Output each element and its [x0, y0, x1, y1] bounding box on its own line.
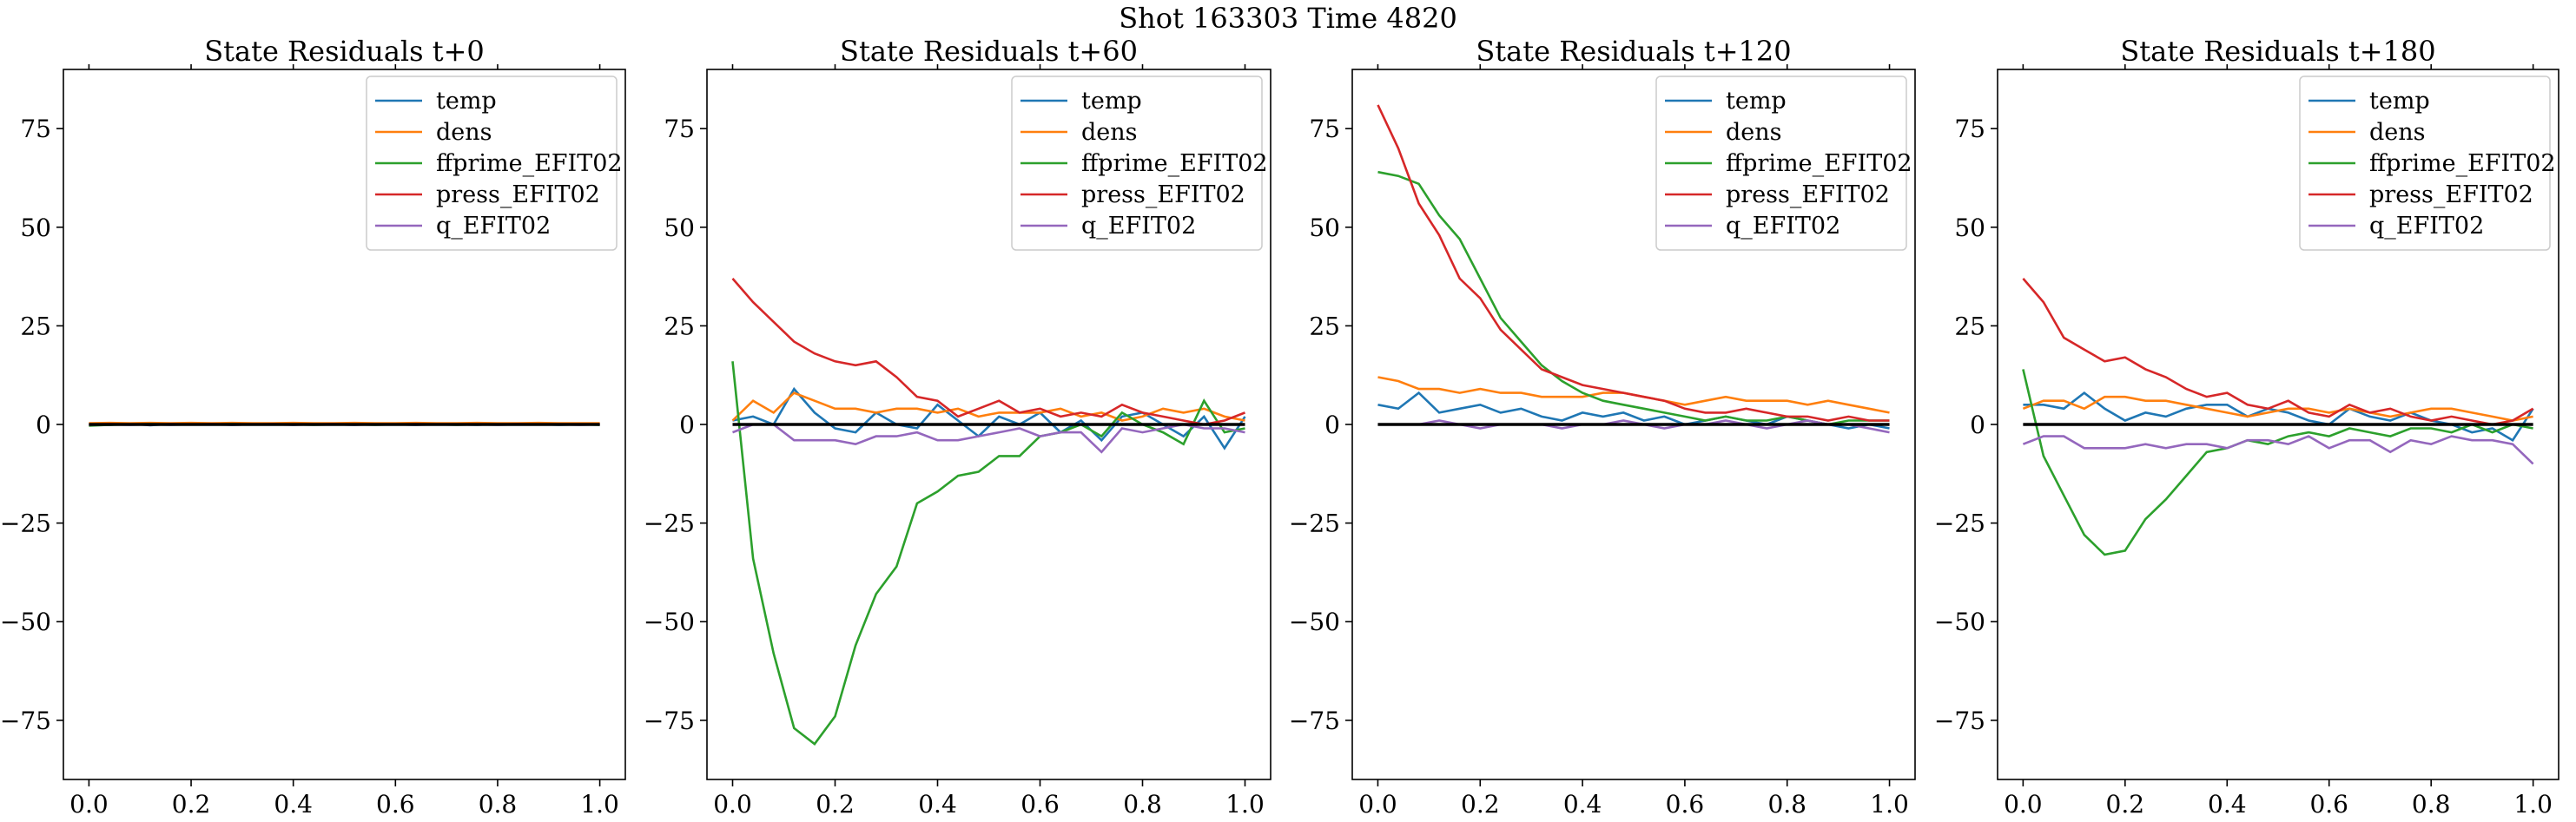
- x-tick-label: 0.2: [2106, 790, 2145, 819]
- legend-label-dens: dens: [2369, 119, 2426, 146]
- series-line-press_EFIT02: [2023, 279, 2533, 424]
- x-tick-label: 0.4: [1563, 790, 1602, 819]
- legend-label-press_EFIT02: press_EFIT02: [436, 181, 600, 208]
- x-tick-label: 1.0: [580, 790, 619, 819]
- x-tick-label: 0.0: [713, 790, 752, 819]
- x-tick-label: 0.6: [2309, 790, 2348, 819]
- y-tick-label: 50: [1309, 214, 1340, 242]
- y-tick-label: 50: [1954, 214, 1985, 242]
- series-line-q_EFIT02: [1378, 421, 1890, 433]
- x-tick-label: 0.6: [376, 790, 415, 819]
- x-tick-label: 0.2: [1461, 790, 1500, 819]
- x-tick-label: 0.6: [1666, 790, 1705, 819]
- subplot-title: State Residuals t+60: [840, 35, 1138, 68]
- y-tick-label: 0: [679, 411, 695, 439]
- legend: temp dens ffprime_EFIT02 press_EFIT02 q_EFIT…: [1012, 76, 1268, 250]
- series-line-ffprime_EFIT02: [733, 361, 1245, 744]
- legend-label-q_EFIT02: q_EFIT02: [436, 213, 551, 240]
- y-tick-label: −75: [0, 707, 51, 735]
- legend-label-ffprime_EFIT02: ffprime_EFIT02: [436, 150, 623, 177]
- y-tick-label: −75: [644, 707, 695, 735]
- legend-label-dens: dens: [1081, 119, 1138, 146]
- figure-title: Shot 163303 Time 4820: [0, 2, 2576, 35]
- y-tick-label: 0: [1970, 411, 1985, 439]
- x-tick-label: 0.0: [2004, 790, 2043, 819]
- x-tick-label: 1.0: [1225, 790, 1265, 819]
- y-tick-label: 0: [1324, 411, 1340, 439]
- y-tick-label: 50: [664, 214, 695, 242]
- series-line-press_EFIT02: [733, 279, 1245, 424]
- y-tick-label: 25: [664, 312, 695, 340]
- y-tick-label: −75: [1934, 707, 1985, 735]
- legend-label-temp: temp: [1726, 88, 1787, 115]
- legend-label-q_EFIT02: q_EFIT02: [1726, 213, 1840, 240]
- x-tick-label: 0.2: [172, 790, 211, 819]
- y-tick-label: −50: [1934, 608, 1985, 636]
- y-tick-label: −50: [1289, 608, 1340, 636]
- subplot-title: State Residuals t+120: [1476, 35, 1791, 68]
- subplot-title: State Residuals t+180: [2120, 35, 2435, 68]
- y-tick-label: 25: [20, 312, 51, 340]
- legend-label-press_EFIT02: press_EFIT02: [1081, 181, 1245, 208]
- legend-label-temp: temp: [2369, 88, 2430, 115]
- legend-label-dens: dens: [1726, 119, 1782, 146]
- subplot-0: State Residuals t+0 0.0 0.2 0.4 0.6 0.8 1.0 −75…: [0, 35, 625, 819]
- legend-label-temp: temp: [1081, 88, 1142, 115]
- legend-label-ffprime_EFIT02: ffprime_EFIT02: [1081, 150, 1268, 177]
- subplot-3: State Residuals t+180 0.0 0.2 0.4 0.6 0.8 1.0 −…: [1934, 35, 2559, 819]
- legend-label-ffprime_EFIT02: ffprime_EFIT02: [1726, 150, 1912, 177]
- x-tick-label: 0.6: [1020, 790, 1060, 819]
- x-tick-label: 1.0: [1870, 790, 1909, 819]
- subplot-1: State Residuals t+60 0.0 0.2 0.4 0.6 0.8 1.0 −7…: [644, 35, 1271, 819]
- y-tick-label: −25: [644, 510, 695, 538]
- x-tick-label: 0.8: [479, 790, 518, 819]
- legend-label-press_EFIT02: press_EFIT02: [1726, 181, 1890, 208]
- y-tick-label: 25: [1954, 312, 1985, 340]
- legend: temp dens ffprime_EFIT02 press_EFIT02 q_EFIT…: [2300, 76, 2556, 250]
- x-tick-label: 0.8: [1767, 790, 1807, 819]
- y-tick-label: −25: [1289, 510, 1340, 538]
- y-tick-label: 0: [36, 411, 51, 439]
- x-tick-label: 0.4: [918, 790, 957, 819]
- y-tick-label: −75: [1289, 707, 1340, 735]
- y-tick-label: 50: [20, 214, 51, 242]
- x-tick-label: 0.8: [1123, 790, 1162, 819]
- y-tick-label: −50: [644, 608, 695, 636]
- legend-label-q_EFIT02: q_EFIT02: [2369, 213, 2484, 240]
- x-tick-label: 0.4: [274, 790, 313, 819]
- legend: temp dens ffprime_EFIT02 press_EFIT02 q_EFIT…: [1656, 76, 1912, 250]
- legend-label-press_EFIT02: press_EFIT02: [2369, 181, 2533, 208]
- y-tick-label: 75: [1309, 115, 1340, 143]
- subplot-2: State Residuals t+120 0.0 0.2 0.4 0.6 0.8 1.0 −…: [1289, 35, 1915, 819]
- y-tick-label: 75: [20, 115, 51, 143]
- x-tick-label: 0.2: [816, 790, 855, 819]
- legend: temp dens ffprime_EFIT02 press_EFIT02 q_EFIT…: [367, 76, 623, 250]
- y-tick-label: 75: [1954, 115, 1985, 143]
- y-tick-label: 75: [664, 115, 695, 143]
- x-tick-label: 1.0: [2513, 790, 2553, 819]
- y-tick-label: −25: [0, 510, 51, 538]
- x-tick-label: 0.8: [2412, 790, 2451, 819]
- y-tick-label: −25: [1934, 510, 1985, 538]
- x-tick-label: 0.0: [69, 790, 109, 819]
- x-tick-label: 0.4: [2208, 790, 2247, 819]
- subplot-title: State Residuals t+0: [204, 35, 485, 68]
- y-tick-label: 25: [1309, 312, 1340, 340]
- series-line-ffprime_EFIT02: [2023, 369, 2533, 555]
- legend-label-q_EFIT02: q_EFIT02: [1081, 213, 1196, 240]
- legend-label-dens: dens: [436, 119, 492, 146]
- x-tick-label: 0.0: [1358, 790, 1397, 819]
- legend-label-ffprime_EFIT02: ffprime_EFIT02: [2369, 150, 2556, 177]
- y-tick-label: −50: [0, 608, 51, 636]
- legend-label-temp: temp: [436, 88, 497, 115]
